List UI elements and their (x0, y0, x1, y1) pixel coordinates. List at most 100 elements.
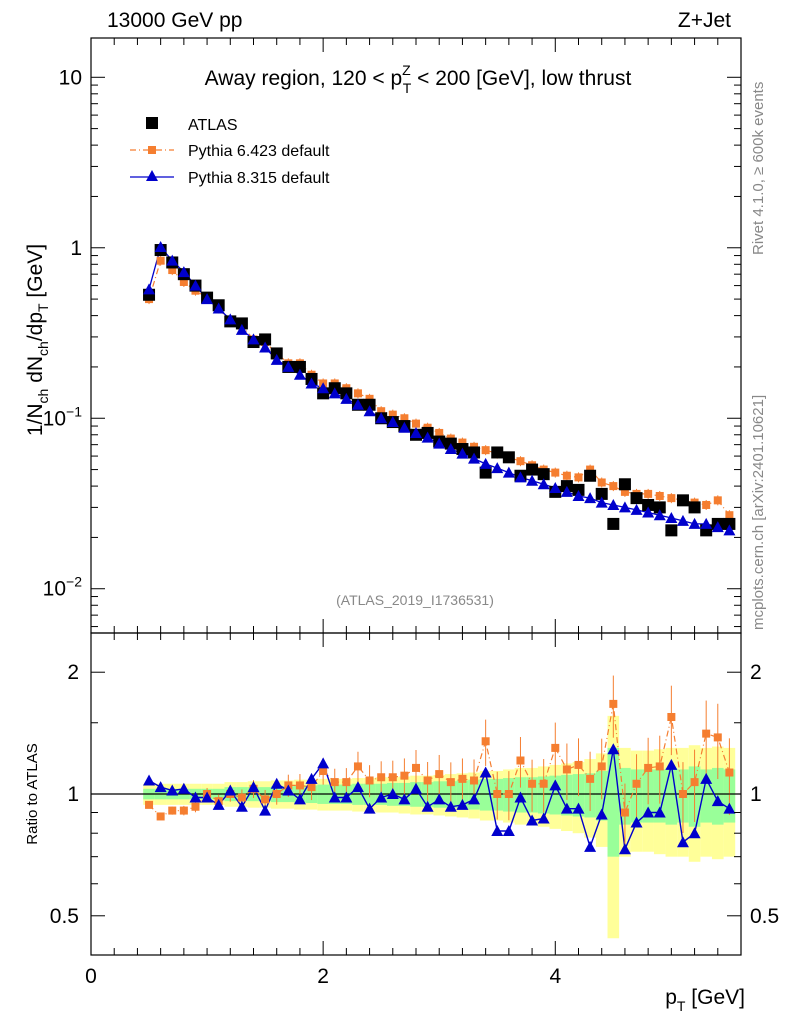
ratio-pythia8-point (560, 802, 573, 814)
ratio-pythia6-point (179, 806, 188, 815)
ratio-pythia8-point (259, 804, 272, 816)
ratio-pythia8-point (143, 774, 156, 786)
pythia8-point (270, 353, 283, 365)
atlas-point (676, 494, 689, 507)
pythia6-point (562, 471, 571, 480)
atlas-point (235, 317, 248, 330)
ratio-pythia8-point (235, 800, 248, 812)
pythia8-point (537, 478, 550, 490)
ratio-pythia6-point (667, 712, 676, 721)
pythia8-point (305, 377, 318, 389)
x-tick-label: 0 (85, 965, 97, 988)
pythia8-point (398, 421, 411, 433)
ratio-pythia8-point (166, 784, 179, 796)
ratio-pythia6-point (435, 770, 444, 779)
ratio-band-inner (607, 747, 620, 857)
pythia8-point (247, 333, 260, 345)
ratio-pythia8-point (676, 836, 689, 848)
ratio-pythia8-point (328, 791, 341, 803)
pythia6-point (597, 478, 606, 487)
ratio-pythia6-point (702, 729, 711, 738)
pythia6-point (353, 389, 362, 398)
atlas-point (630, 492, 643, 505)
ratio-pythia6-point (272, 790, 281, 798)
atlas-point (537, 468, 550, 481)
ratio-y-axis-label: Ratio to ATLAS (24, 743, 41, 844)
atlas-point (723, 517, 736, 530)
ratio-pythia8-point (468, 793, 481, 805)
pythia8-point (235, 323, 248, 335)
pythia6-point (481, 446, 490, 455)
legend-atlas-label: ATLAS (188, 117, 238, 134)
ratio-pythia8-point (305, 772, 318, 784)
ratio-pythia6-point (516, 756, 525, 765)
pythia8-point (433, 437, 446, 449)
legend-atlas-marker (146, 117, 158, 129)
pythia8-point (642, 506, 655, 518)
atlas-point (688, 501, 701, 514)
pythia8-point (526, 474, 539, 486)
ratio-pythia8-point (351, 781, 364, 793)
ratio-pythia8-point (514, 791, 527, 803)
ratio-pythia6-point (330, 778, 339, 787)
ratio-pythia6-point (551, 743, 560, 752)
ratio-pythia6-point (713, 733, 722, 742)
ratio-pythia6-point (586, 774, 595, 783)
ratio-pythia8-point (526, 814, 539, 826)
ratio-pythia8-point (572, 802, 585, 814)
ratio-pythia6-point (156, 812, 165, 821)
ratio-pythia8-point (224, 784, 237, 796)
pythia8-point (456, 447, 469, 459)
pythia8-point (259, 341, 272, 353)
ratio-pythia8-point (177, 782, 190, 794)
pythia8-point (700, 517, 713, 529)
ratio-pythia8-point (247, 781, 260, 793)
ratio-pythia8-point (317, 757, 330, 769)
pythia6-point (586, 465, 595, 474)
pythia8-point (410, 426, 422, 438)
ratio-pythia8-point (340, 791, 353, 803)
ratio-pythia6-point (725, 768, 734, 777)
pythia8-point (328, 387, 341, 399)
ratio-pythia8-point (711, 795, 724, 807)
ratio-pythia6-point (574, 760, 583, 769)
pythia8-point (514, 471, 527, 483)
pythia8-point (340, 392, 353, 404)
ratio-pythia8-point (189, 791, 202, 803)
legend-pythia6-label: Pythia 6.423 default (188, 143, 330, 160)
pythia8-point (375, 412, 388, 424)
pythia6-point (156, 256, 165, 265)
ratio-pythia8-point (282, 784, 295, 796)
pythia8-point (607, 498, 620, 510)
ratio-pythia6-point (609, 699, 618, 708)
pythia8-point (468, 452, 481, 464)
pythia6-point (400, 414, 409, 423)
ratio-pythia6-point (562, 765, 571, 774)
atlas-point (479, 466, 492, 479)
pythia8-point (421, 431, 434, 443)
ratio-pythia8-point (491, 825, 504, 837)
pythia6-line (148, 259, 730, 516)
ratio-pythia8-point (386, 788, 399, 799)
pythia8-point (595, 496, 608, 508)
ratio-pythia8-point (410, 782, 422, 794)
pythia8-point (386, 416, 399, 428)
atlas-point (502, 451, 515, 464)
ratio-y-tick-label: 1 (67, 783, 79, 806)
ratio-pythia8-point (154, 781, 167, 793)
ratio-pythia8-point (618, 843, 631, 855)
atlas-point (259, 333, 272, 346)
pythia6-point (655, 491, 664, 500)
ratio-pythia6-point (493, 790, 502, 798)
ratio-pythia8-point (642, 806, 655, 818)
legend-entry-pythia8: Pythia 8.315 default (130, 170, 330, 187)
ratio-band-inner (665, 767, 678, 825)
pythia8-point (491, 462, 504, 474)
process-label: Z+Jet (678, 9, 731, 32)
ratio-pythia6-point (353, 762, 362, 771)
legend-pythia8-label: Pythia 8.315 default (188, 170, 330, 187)
pythia8-point (688, 517, 701, 529)
ratio-pythia6-point (446, 778, 455, 787)
pythia8-point (351, 398, 364, 410)
